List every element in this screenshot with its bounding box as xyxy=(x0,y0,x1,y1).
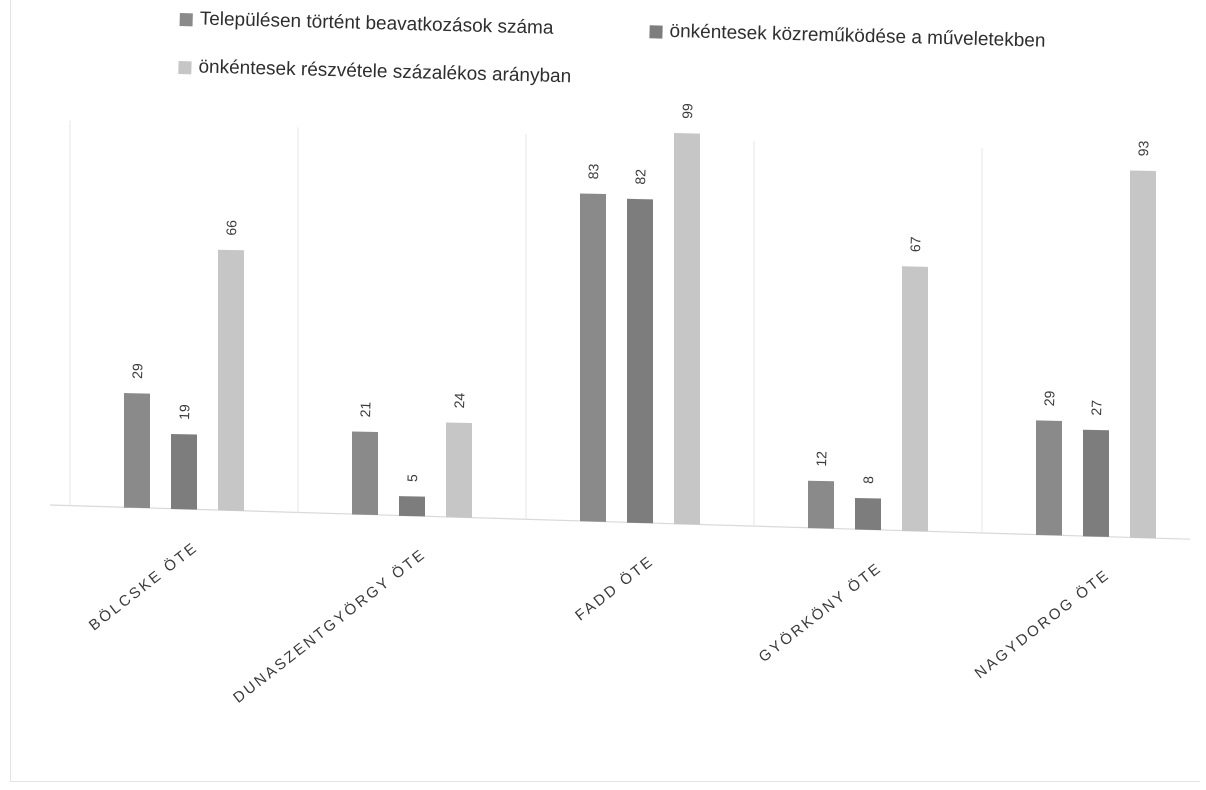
category-label: DUNASZENTGYÖRGY ÖTE xyxy=(229,545,429,707)
bar xyxy=(580,193,606,522)
data-label: 29 xyxy=(129,363,146,379)
bar xyxy=(855,497,881,531)
bar xyxy=(627,198,653,524)
data-label: 5 xyxy=(404,474,420,483)
bar xyxy=(171,433,197,510)
data-label: 99 xyxy=(679,103,696,119)
data-label: 19 xyxy=(176,404,193,420)
bar xyxy=(808,480,834,529)
bar xyxy=(674,133,700,525)
data-label: 24 xyxy=(451,392,468,408)
bar xyxy=(902,266,928,532)
data-label: 67 xyxy=(907,236,924,252)
bar xyxy=(124,393,150,509)
category-label: NAGYDOROG ÖTE xyxy=(971,565,1113,682)
bar xyxy=(218,249,244,511)
data-label: 29 xyxy=(1041,390,1058,406)
category-label: GYÖRKÖNY ÖTE xyxy=(755,559,885,666)
bar xyxy=(446,422,472,518)
bar xyxy=(399,496,425,517)
bar xyxy=(1130,170,1156,539)
data-label: 12 xyxy=(813,450,830,466)
bar xyxy=(1036,420,1062,536)
data-label: 21 xyxy=(357,401,374,417)
category-label: BÖLCSKE ÖTE xyxy=(85,538,201,634)
data-label: 27 xyxy=(1088,399,1105,415)
data-label: 66 xyxy=(223,219,240,235)
chart-frame xyxy=(10,0,1200,782)
data-label: 8 xyxy=(860,475,876,484)
data-label: 93 xyxy=(1135,140,1152,156)
bar xyxy=(1083,429,1109,537)
bar xyxy=(352,431,378,515)
data-label: 83 xyxy=(585,163,602,179)
category-label: FADD ÖTE xyxy=(572,552,658,625)
data-label: 82 xyxy=(632,169,649,185)
